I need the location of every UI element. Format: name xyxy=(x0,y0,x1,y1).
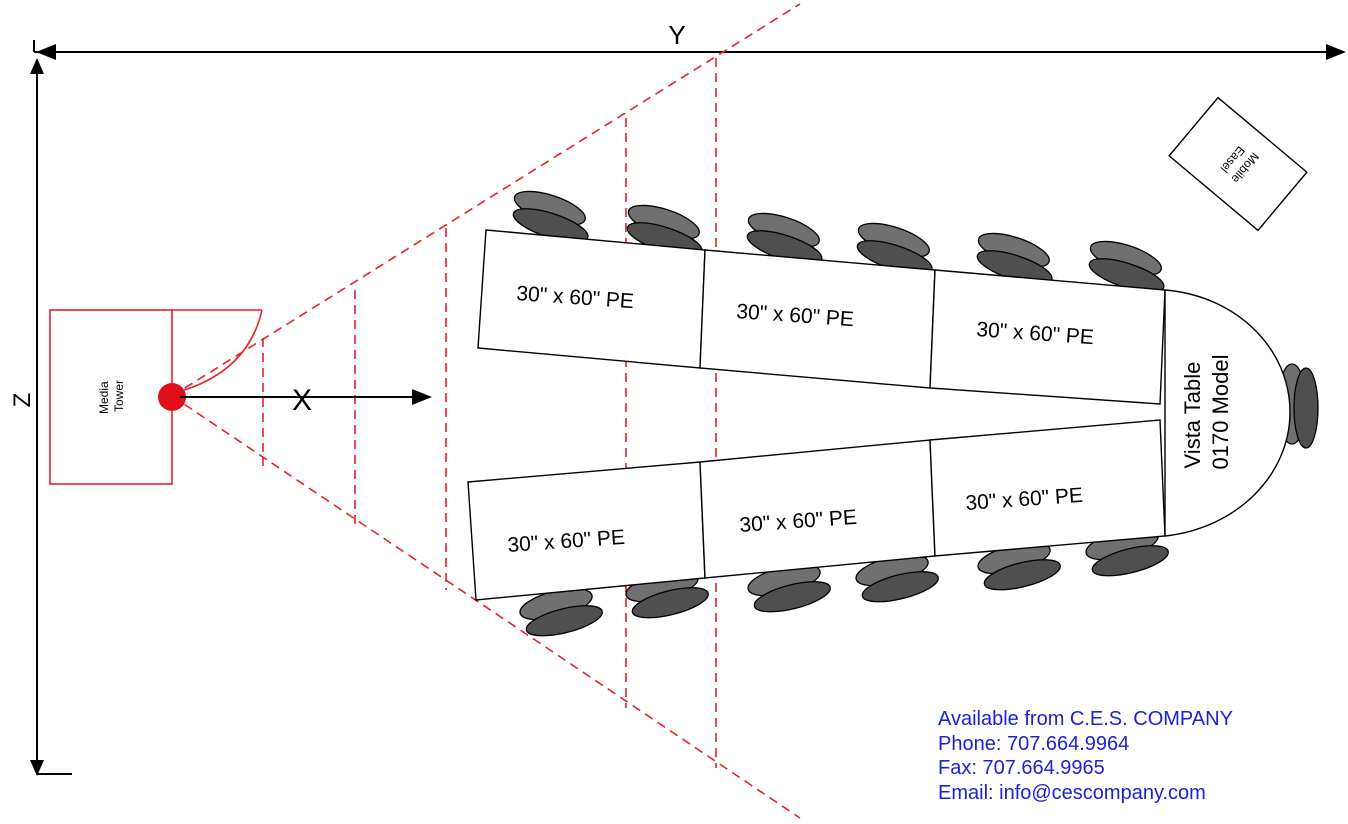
chair-icon xyxy=(746,212,823,265)
chair-icon xyxy=(855,554,939,603)
media-tower: Media Tower xyxy=(49,309,263,485)
chair-icon xyxy=(976,232,1053,285)
y-axis: Y xyxy=(33,20,1346,60)
company-line: Available from C.E.S. COMPANY xyxy=(938,708,1233,730)
y-axis-label: Y xyxy=(668,20,685,50)
chair-icon xyxy=(977,542,1061,591)
top-table-row xyxy=(477,229,1166,405)
x-axis: X xyxy=(180,384,432,417)
projection-cone xyxy=(171,3,801,819)
x-axis-label: X xyxy=(292,384,312,417)
z-axis-label: Z xyxy=(9,393,36,408)
bottom-table-row xyxy=(467,419,1166,601)
mobile-easel: Mobile Easel xyxy=(1168,96,1308,232)
chair-icon xyxy=(512,190,589,243)
phone-line: Phone: 707.664.9964 xyxy=(938,732,1130,755)
vista-table-label: Vista Table 0170 Model xyxy=(1180,355,1233,470)
email-line: Email: info@cescompany.com xyxy=(938,781,1206,804)
z-axis: Z xyxy=(9,58,72,776)
chair-icon xyxy=(519,588,603,637)
media-tower-label: Media Tower xyxy=(97,378,126,414)
projector-icon xyxy=(158,383,186,411)
chair-icon xyxy=(747,564,831,613)
fax-line: Fax: 707.664.9965 xyxy=(938,757,1105,779)
contact-info: Available from C.E.S. COMPANY Phone: 707… xyxy=(938,707,1233,805)
vista-table-end xyxy=(1164,289,1291,537)
